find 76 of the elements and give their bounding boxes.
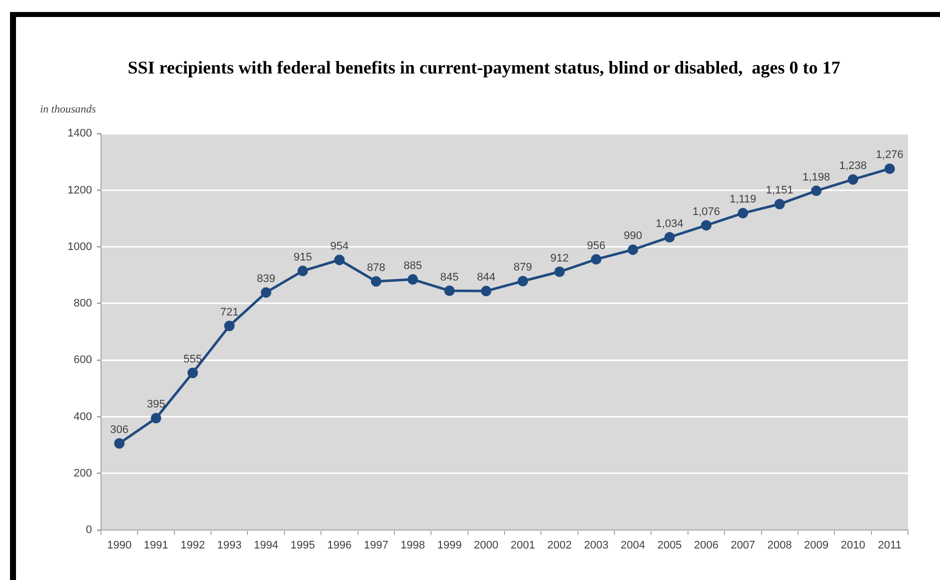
point (664, 232, 675, 242)
x-tick-label: 1993 (217, 540, 242, 552)
x-tick-label: 1996 (327, 540, 352, 552)
data-label: 845 (440, 271, 459, 284)
point (298, 266, 308, 276)
x-tick-label: 2010 (840, 540, 866, 552)
point (774, 198, 785, 210)
data-label: 912 (550, 252, 569, 264)
data-label: 990 (624, 230, 642, 242)
x-tick-label: 2003 (584, 540, 608, 552)
data-label: 915 (294, 251, 312, 264)
point (848, 174, 858, 185)
x-tick-label: 1991 (144, 540, 168, 552)
y-tick-label: 0 (86, 524, 92, 536)
point (884, 163, 895, 174)
data-label: 1,238 (839, 160, 867, 172)
y-axis-title: in thousands (40, 103, 96, 116)
x-tick-label: 2011 (878, 540, 902, 552)
data-label: 885 (404, 260, 422, 272)
y-tick-label: 1000 (68, 240, 92, 253)
point (224, 320, 235, 332)
y-tick-label: 1400 (68, 128, 92, 140)
x-tick-label: 2002 (547, 540, 572, 552)
x-tick-label: 2001 (510, 540, 536, 552)
data-label: 395 (146, 398, 166, 411)
x-tick-label: 1997 (364, 540, 388, 552)
data-label: 878 (366, 262, 386, 274)
point (628, 244, 638, 255)
x-tick-label: 2004 (620, 540, 646, 552)
data-label: 844 (476, 272, 496, 284)
data-label: 954 (330, 240, 349, 252)
x-tick-label: 2008 (767, 540, 792, 552)
point (260, 287, 272, 298)
point (738, 208, 748, 218)
data-label: 879 (514, 262, 532, 274)
point (334, 254, 345, 266)
data-label: 721 (220, 306, 239, 318)
x-tick-label: 1998 (400, 540, 426, 552)
data-label: 306 (110, 424, 129, 436)
x-tick-label: 2006 (694, 540, 718, 552)
x-tick-label: 1995 (290, 540, 315, 552)
point (480, 286, 492, 296)
point (701, 220, 712, 231)
point (554, 266, 565, 278)
point (518, 276, 528, 286)
x-tick-label: 2007 (730, 540, 756, 552)
point (408, 274, 418, 285)
x-tick-label: 1992 (180, 540, 205, 552)
data-label: 839 (256, 272, 276, 285)
point (187, 368, 198, 378)
data-label: 1,276 (876, 149, 904, 162)
point (590, 254, 602, 265)
data-label: 1,198 (802, 171, 830, 184)
x-tick-label: 2005 (657, 540, 682, 552)
x-tick-label: 1999 (437, 540, 462, 552)
point (444, 285, 455, 296)
y-tick-label: 800 (74, 298, 92, 310)
data-label: 555 (184, 353, 202, 366)
x-tick-label: 1990 (107, 540, 132, 552)
point (370, 276, 382, 287)
data-label: 1,119 (730, 194, 756, 206)
data-label: 1,034 (656, 218, 684, 230)
x-tick-label: 2000 (474, 540, 498, 552)
data-label: 956 (587, 240, 606, 252)
point (150, 412, 162, 424)
x-tick-label: 2009 (804, 540, 829, 552)
x-tick-label: 1994 (254, 540, 278, 552)
y-tick-label: 400 (74, 410, 92, 423)
point (811, 186, 822, 196)
y-tick-label: 1200 (68, 184, 92, 196)
chart-title: SSI recipients with federal benefits in current-payment status, blind or disabled, ages 0 to 17 (128, 57, 840, 78)
data-label: 1,151 (766, 184, 794, 197)
y-tick-label: 200 (74, 467, 92, 480)
y-tick-label: 600 (74, 354, 92, 366)
data-label: 1,076 (692, 206, 720, 218)
point (114, 438, 125, 449)
